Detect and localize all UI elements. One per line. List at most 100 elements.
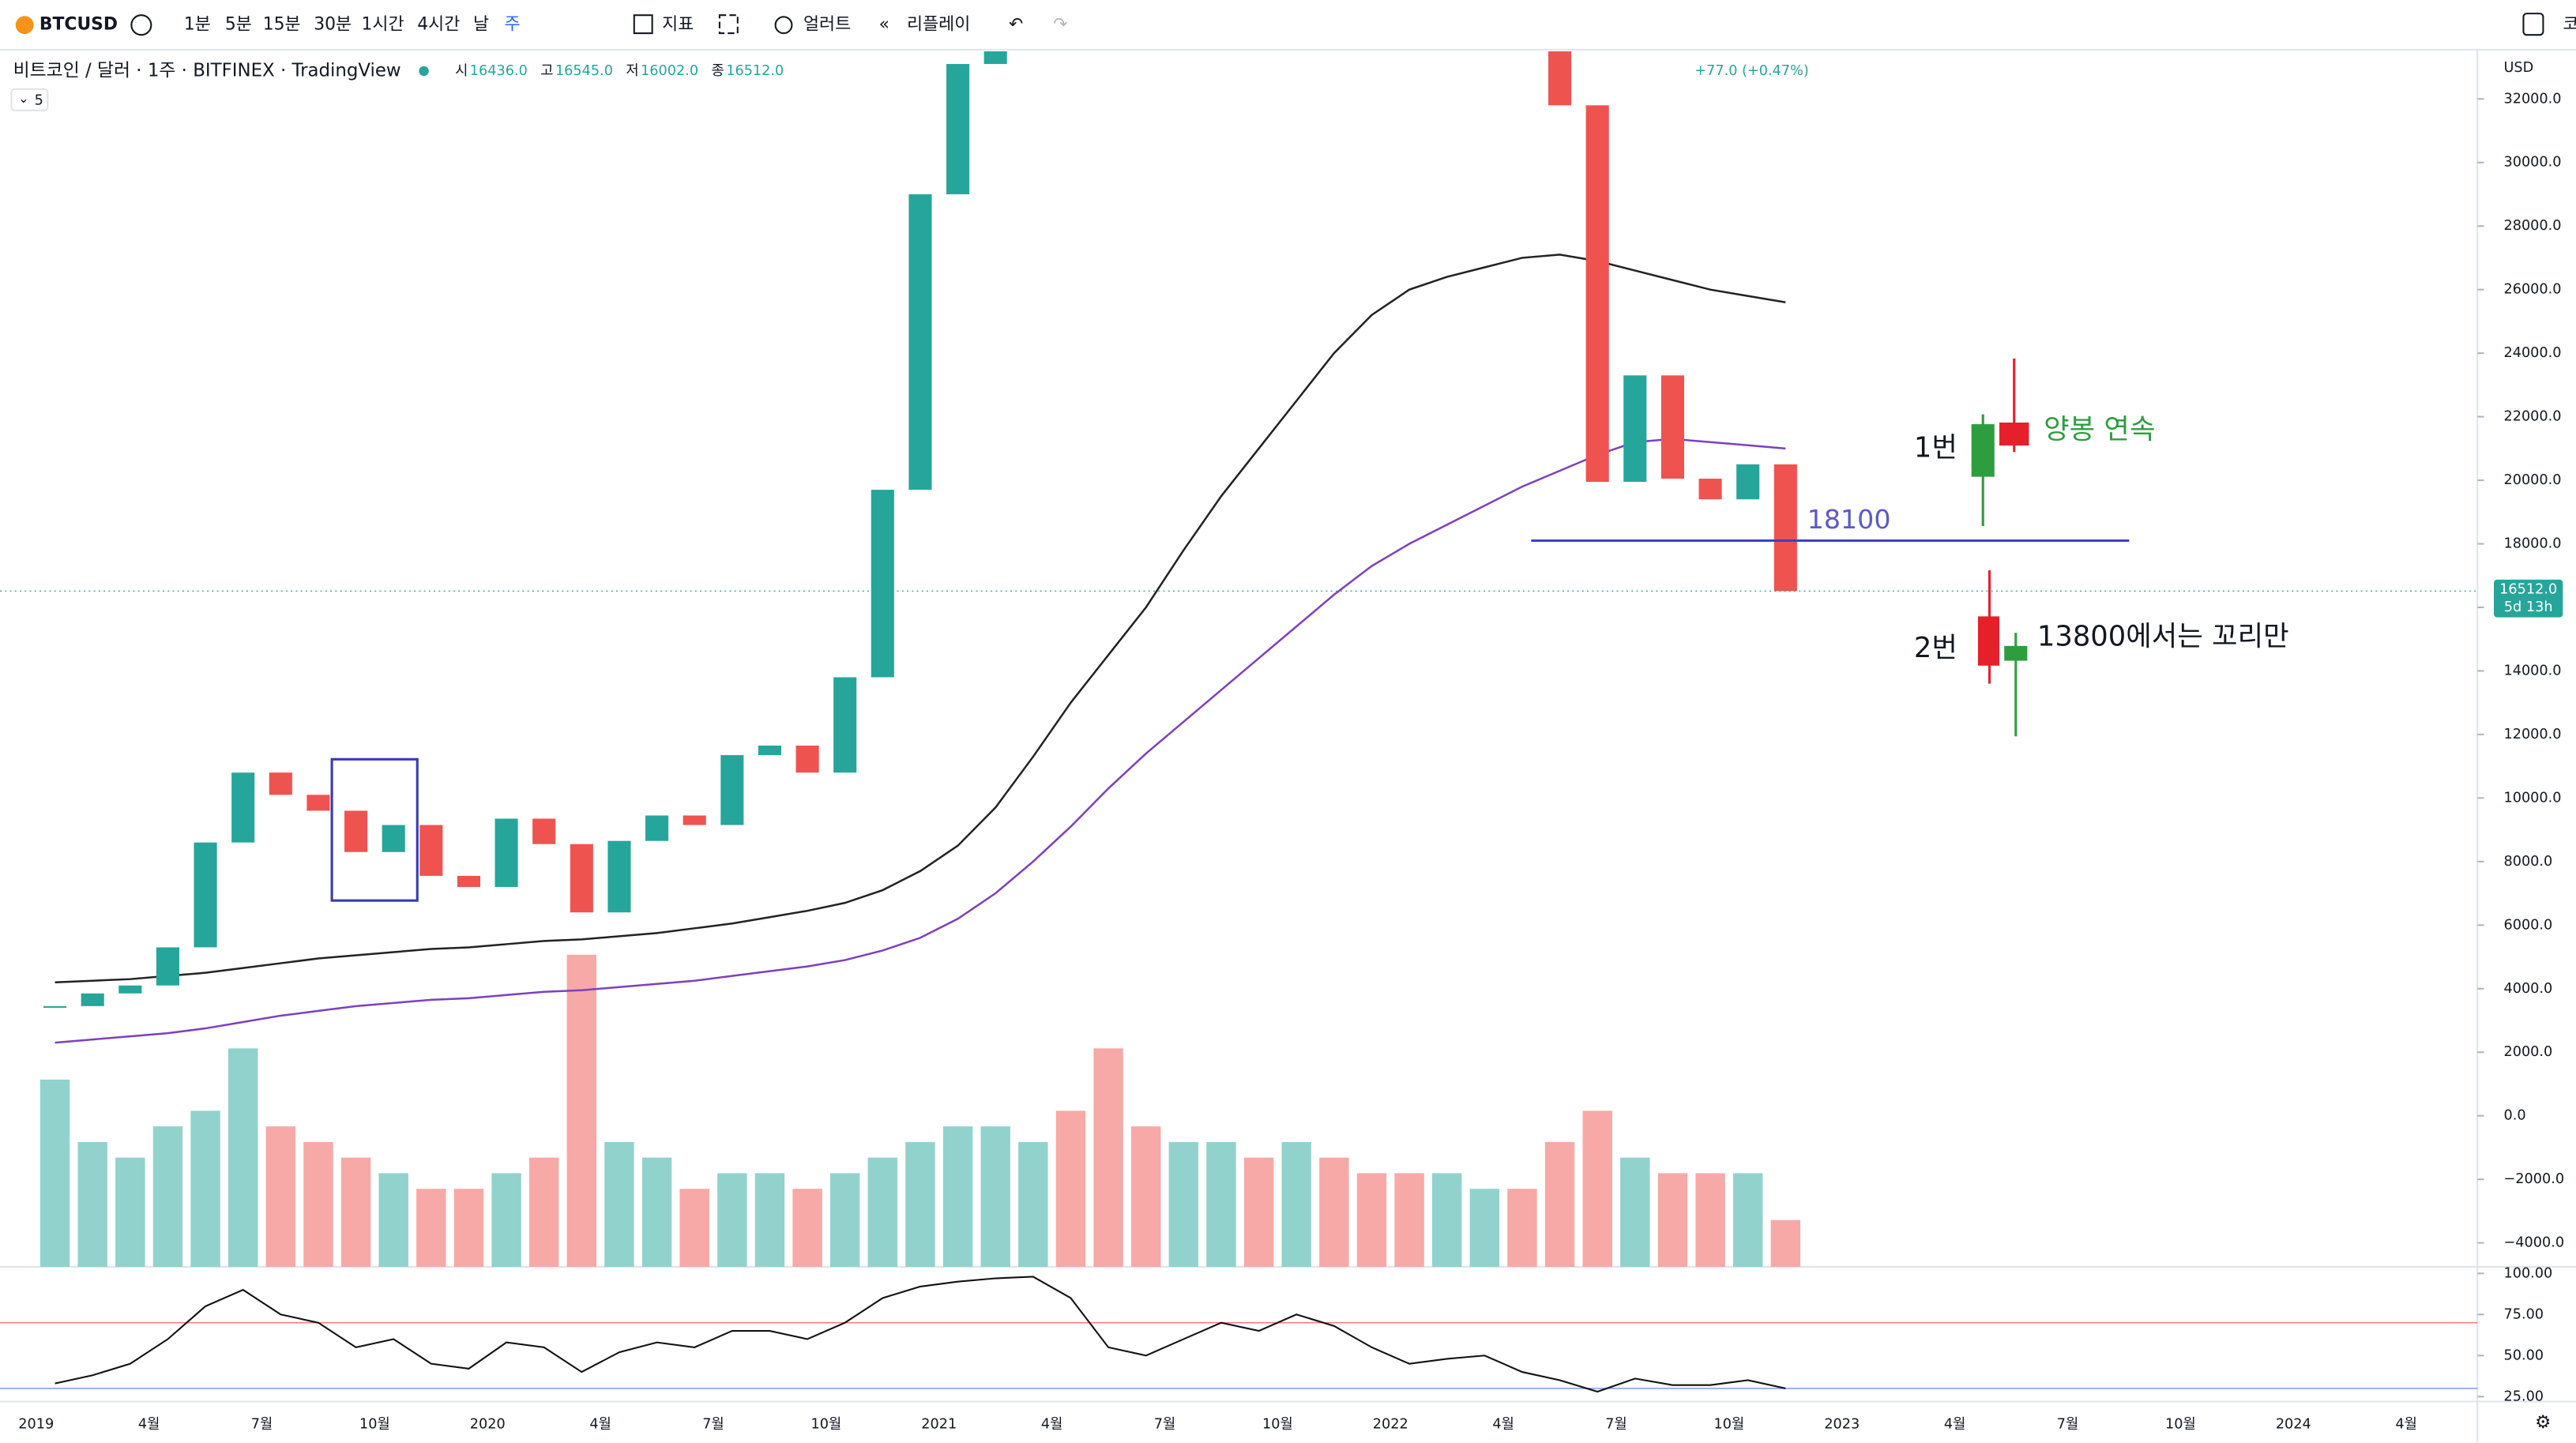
interval-button[interactable]: 30분 bbox=[314, 15, 352, 35]
corner-label: 코 bbox=[2563, 15, 2576, 35]
volume-bar bbox=[829, 1173, 860, 1267]
candle bbox=[1773, 464, 1797, 592]
candle bbox=[607, 840, 631, 913]
volume-bar bbox=[1544, 1141, 1575, 1267]
compare-button[interactable] bbox=[130, 14, 152, 36]
status-dot bbox=[419, 66, 429, 77]
volume-bar bbox=[1281, 1141, 1311, 1267]
collapse-button[interactable] bbox=[10, 88, 49, 111]
x-tick-label: 7월 bbox=[702, 1416, 724, 1433]
interval-button[interactable]: 1시간 bbox=[362, 15, 404, 35]
y-tick-label: 20000.0 bbox=[2503, 472, 2561, 488]
volume-bar bbox=[115, 1157, 145, 1267]
candle bbox=[43, 1005, 67, 1008]
ohlc-value: 16512.0 bbox=[726, 63, 784, 79]
interval-button[interactable]: 5분 bbox=[225, 15, 252, 35]
volume-bar bbox=[679, 1189, 709, 1267]
y-tick-label: 32000.0 bbox=[2503, 91, 2561, 107]
volume-bar bbox=[1018, 1141, 1048, 1267]
volume-bar bbox=[1206, 1141, 1236, 1267]
x-tick-label: 4월 bbox=[1041, 1416, 1062, 1433]
volume-bar bbox=[1093, 1048, 1123, 1267]
candle bbox=[758, 745, 782, 756]
candle bbox=[156, 947, 180, 986]
current-price-label: 16512.0 bbox=[2499, 581, 2557, 597]
volume-bar bbox=[265, 1126, 296, 1267]
rsi-tick-label: 100.00 bbox=[2503, 1265, 2552, 1281]
candle bbox=[495, 818, 518, 888]
y-tick-label: 26000.0 bbox=[2503, 282, 2561, 298]
volume-bar bbox=[1695, 1173, 1725, 1267]
x-tick-label: 4월 bbox=[2395, 1416, 2416, 1433]
main-pane bbox=[39, 51, 1801, 1267]
volume-bar bbox=[340, 1157, 371, 1267]
candle bbox=[1698, 479, 1722, 500]
candle bbox=[81, 993, 104, 1006]
indicators-button[interactable]: 지표 bbox=[662, 15, 694, 35]
redo-button[interactable]: ↷ bbox=[1053, 15, 1067, 35]
ohlc-label: 고 bbox=[540, 63, 553, 79]
alert-button[interactable]: 얼러트 bbox=[803, 15, 851, 35]
volume-bar bbox=[1431, 1173, 1462, 1267]
replay-button[interactable]: 리플레이 bbox=[907, 15, 970, 35]
candle bbox=[946, 64, 970, 194]
countdown: 5d 13h bbox=[2504, 599, 2553, 615]
volume-bar bbox=[378, 1173, 408, 1267]
level-label: 18100 bbox=[1807, 504, 1891, 535]
x-tick-label: 10월 bbox=[359, 1416, 390, 1433]
volume-bar bbox=[1732, 1173, 1763, 1267]
volume-bar bbox=[303, 1141, 333, 1267]
x-tick-label: 7월 bbox=[1605, 1416, 1626, 1433]
candle bbox=[645, 815, 669, 841]
y-tick-label: 6000.0 bbox=[2503, 917, 2552, 933]
candle bbox=[1623, 375, 1647, 483]
window-icon[interactable] bbox=[2522, 13, 2544, 36]
ohlc-value: 16545.0 bbox=[555, 63, 613, 79]
volume-bar bbox=[416, 1189, 446, 1267]
volume-bar bbox=[491, 1173, 521, 1267]
volume-bar bbox=[942, 1126, 973, 1267]
candle bbox=[344, 810, 368, 852]
interval-button[interactable]: 날 bbox=[473, 15, 489, 35]
layout-icon[interactable] bbox=[718, 14, 739, 35]
candle bbox=[269, 772, 292, 795]
highlight-box bbox=[330, 757, 419, 902]
y-tick-label: 22000.0 bbox=[2503, 409, 2561, 425]
alert-icon bbox=[774, 16, 793, 35]
volume-bar bbox=[39, 1079, 70, 1267]
y-tick-label: 28000.0 bbox=[2503, 218, 2561, 234]
candle bbox=[194, 842, 217, 948]
y-tick-label: 8000.0 bbox=[2503, 854, 2552, 870]
y-tick-label: 4000.0 bbox=[2503, 981, 2552, 997]
volume-bar bbox=[717, 1173, 747, 1267]
interval-button[interactable]: 주 bbox=[504, 15, 520, 35]
symbol-icon bbox=[15, 16, 34, 35]
rsi-tick-label: 50.00 bbox=[2503, 1347, 2544, 1363]
case1-candle bbox=[1971, 424, 1995, 477]
collapsed-count: 5 bbox=[35, 92, 43, 108]
candle bbox=[1660, 375, 1685, 479]
undo-button[interactable]: ↶ bbox=[1009, 15, 1023, 35]
candle bbox=[118, 985, 142, 994]
interval-button[interactable]: 15분 bbox=[263, 15, 301, 35]
volume-bar bbox=[641, 1157, 672, 1267]
volume-bar bbox=[1582, 1110, 1612, 1267]
y-tick-label: −4000.0 bbox=[2503, 1235, 2564, 1251]
settings-button[interactable]: ⚙ bbox=[2535, 1412, 2551, 1433]
volume-bar bbox=[867, 1157, 898, 1267]
interval-button[interactable]: 1분 bbox=[184, 15, 211, 35]
legend-title: 비트코인 / 달러 · 1주 · BITFINEX · TradingView bbox=[13, 60, 401, 81]
x-tick-label: 2022 bbox=[1373, 1417, 1408, 1433]
current-price-tag bbox=[2494, 579, 2563, 618]
volume-bar bbox=[453, 1189, 484, 1267]
symbol[interactable]: BTCUSD bbox=[39, 15, 118, 35]
interval-button[interactable]: 4시간 bbox=[417, 15, 460, 35]
x-tick-label: 4월 bbox=[589, 1416, 611, 1433]
ohlc-label: 시 bbox=[455, 63, 468, 79]
volume-bar bbox=[1243, 1157, 1274, 1267]
volume-bar bbox=[152, 1126, 183, 1267]
volume-bar bbox=[905, 1141, 935, 1267]
volume-bar bbox=[228, 1048, 258, 1267]
candle bbox=[871, 490, 894, 678]
x-tick-label: 2019 bbox=[18, 1417, 54, 1433]
